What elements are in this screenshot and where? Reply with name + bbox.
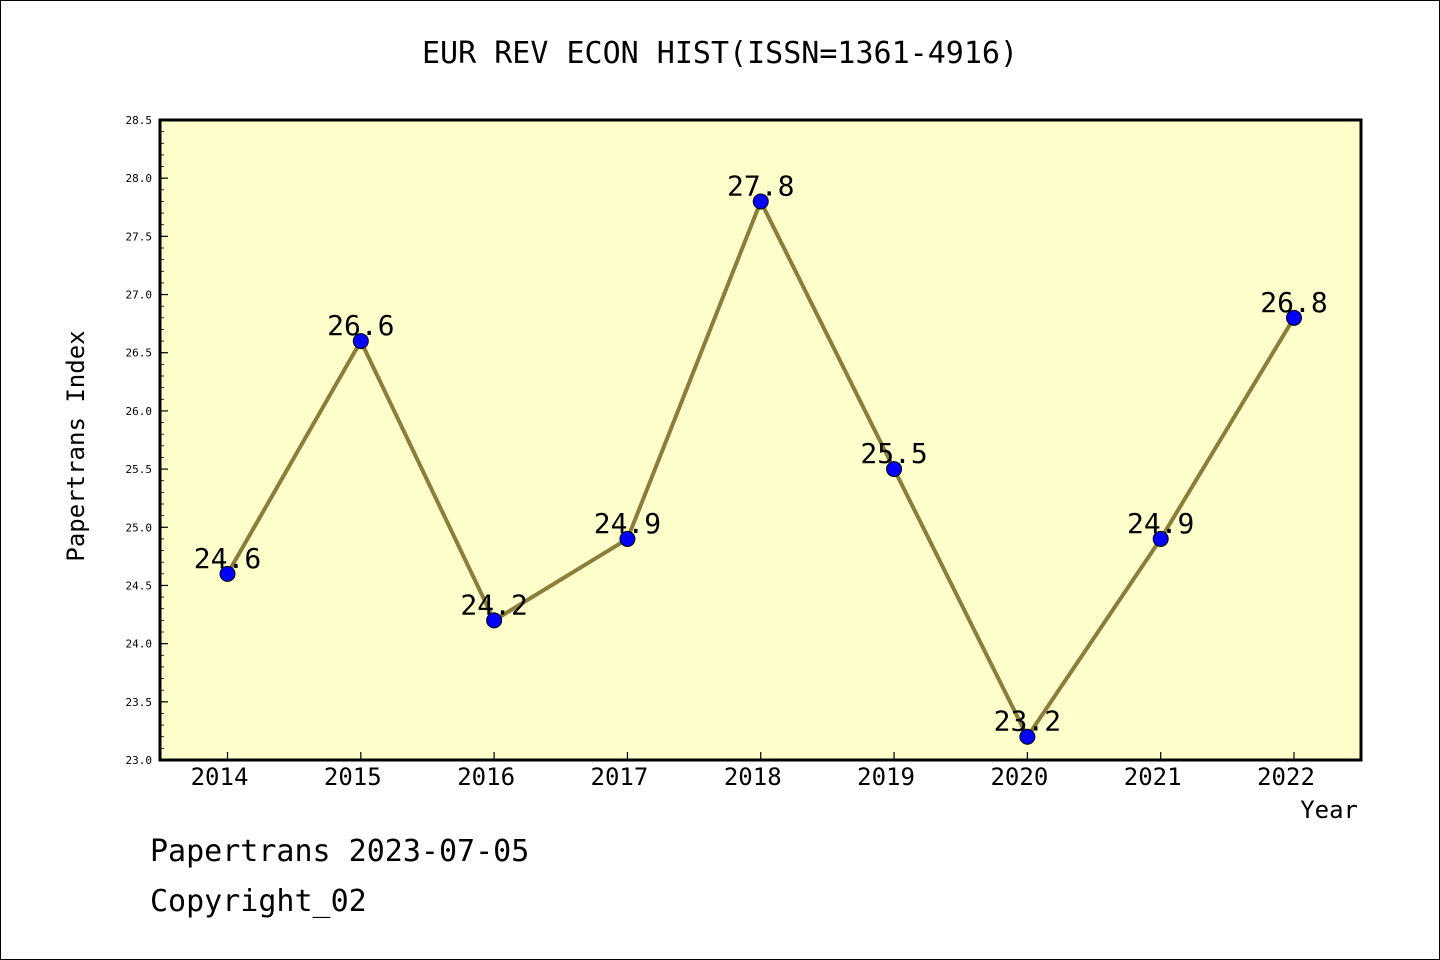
data-point (352, 333, 369, 350)
data-point (486, 612, 503, 629)
y-tick-label: 28.0 (126, 172, 153, 185)
y-tick-label: 24.5 (126, 579, 153, 592)
y-tick-label: 26.5 (126, 347, 153, 360)
x-tick-label: 2020 (990, 763, 1048, 791)
y-tick-label: 23.0 (126, 754, 153, 767)
plot-area (158, 118, 1363, 762)
x-tick-label: 2017 (591, 763, 649, 791)
x-tick-label: 2014 (191, 763, 249, 791)
data-point (1286, 309, 1302, 326)
y-tick-label: 27.5 (126, 230, 153, 243)
data-label: 26.6 (327, 309, 394, 342)
data-label: 26.8 (1260, 286, 1327, 319)
data-label: 24.9 (594, 507, 661, 540)
y-tick-label: 25.0 (126, 521, 153, 534)
footer-copyright: Copyright_02 (150, 884, 367, 919)
x-tick-label: 2021 (1124, 763, 1182, 791)
data-label: 24.2 (460, 588, 527, 621)
data-label: 23.2 (994, 705, 1061, 738)
data-point (1152, 530, 1169, 547)
y-tick-label: 26.0 (126, 405, 153, 418)
chart-title: EUR REV ECON HIST(ISSN=1361-4916) (421, 36, 1019, 71)
x-tick-label: 2015 (324, 763, 382, 791)
y-tick-label: 24.0 (126, 638, 153, 651)
data-point (886, 461, 903, 478)
x-tick-label: 2016 (457, 763, 515, 791)
x-tick-label: 2019 (857, 763, 915, 791)
y-tick-label: 27.0 (126, 289, 153, 302)
y-tick-label: 25.5 (126, 463, 153, 476)
y-tick-label: 23.5 (126, 696, 153, 709)
data-label: 24.9 (1127, 507, 1194, 540)
x-axis: 2014 2015 2016 2017 2018 2019 2020 2021 2022 (191, 752, 1315, 791)
y-axis-label: Papertrans Index (62, 330, 90, 562)
x-tick-label: 2022 (1257, 763, 1315, 791)
footer-date: Papertrans 2023-07-05 (150, 834, 530, 869)
data-label: 27.8 (727, 169, 794, 202)
data-markers (219, 193, 1302, 745)
x-tick-label: 2018 (724, 763, 782, 791)
data-point (619, 530, 636, 547)
y-axis: 23.0 23.5 24.0 24.5 25.0 25.5 26.0 26.5 27.0 27.5… (126, 114, 168, 767)
data-label: 25.5 (860, 437, 927, 470)
y-tick-label: 28.5 (126, 114, 153, 127)
data-point (1019, 728, 1036, 745)
data-labels: 24.6 26.6 24.2 24.9 27.8 25.5 23.2 24.9 26.8 (194, 169, 1328, 737)
data-label: 24.6 (194, 542, 261, 575)
data-point (219, 565, 236, 582)
x-axis-label: Year (1300, 796, 1358, 824)
data-point (752, 193, 769, 210)
